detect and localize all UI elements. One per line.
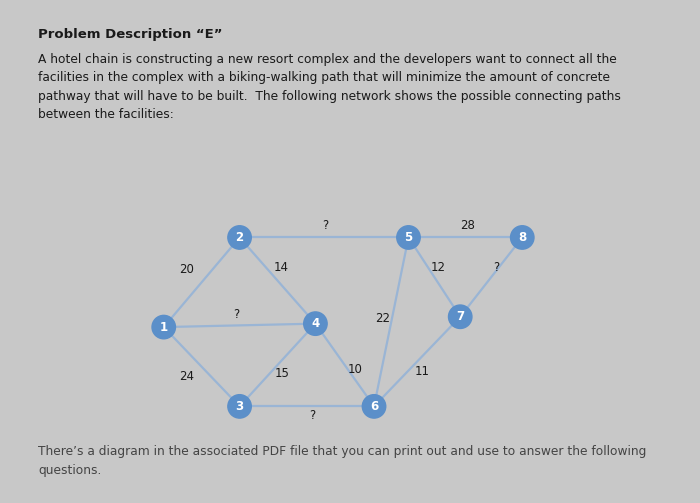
Circle shape [363,395,386,418]
Text: 15: 15 [275,367,290,380]
Text: 2: 2 [235,231,244,244]
Circle shape [228,395,251,418]
Text: ?: ? [233,308,239,321]
Text: There’s a diagram in the associated PDF file that you can print out and use to a: There’s a diagram in the associated PDF … [38,445,647,477]
Text: 28: 28 [460,219,475,232]
Text: 1: 1 [160,320,168,333]
Text: ?: ? [323,219,329,232]
Text: 5: 5 [405,231,412,244]
Text: 22: 22 [375,312,391,325]
Text: A hotel chain is constructing a new resort complex and the developers want to co: A hotel chain is constructing a new reso… [38,53,622,121]
Text: 7: 7 [456,310,464,323]
Text: ?: ? [493,261,499,274]
Text: 6: 6 [370,400,378,413]
Text: 3: 3 [235,400,244,413]
Circle shape [510,226,534,249]
Circle shape [152,315,176,339]
Text: 11: 11 [415,365,430,378]
Circle shape [397,226,420,249]
Circle shape [228,226,251,249]
Text: 14: 14 [274,261,288,274]
Circle shape [449,305,472,328]
Text: 4: 4 [312,317,319,330]
Text: 12: 12 [430,261,446,274]
Text: 10: 10 [347,363,362,376]
Text: 24: 24 [179,370,194,383]
Text: 20: 20 [179,264,194,276]
Text: 8: 8 [518,231,526,244]
Text: Problem Description “E”: Problem Description “E” [38,28,223,41]
Text: ?: ? [309,409,315,422]
Circle shape [304,312,327,336]
